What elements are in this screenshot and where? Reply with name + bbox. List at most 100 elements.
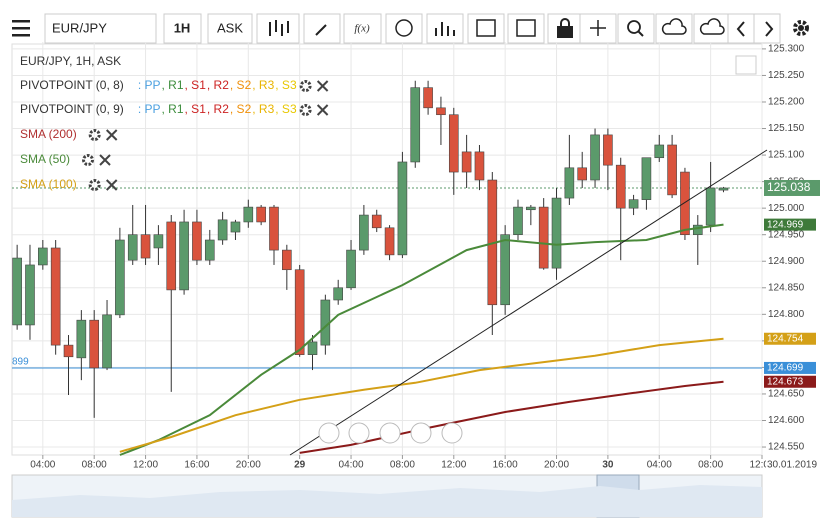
price-label: 125.038	[767, 180, 811, 194]
menu-button[interactable]	[12, 20, 30, 37]
price-label-bg	[764, 218, 816, 231]
pivot-label: , R1	[162, 78, 184, 92]
pivot-label: , R1	[162, 102, 184, 116]
tool-buttons[interactable]	[256, 13, 781, 44]
candle-body	[63, 344, 74, 358]
candle-body	[12, 257, 22, 326]
price-label: 124.754	[767, 333, 804, 344]
pivot-label: , S1	[185, 102, 207, 116]
gear-icon[interactable]	[299, 104, 312, 116]
symbol-box[interactable]	[44, 13, 157, 44]
close-icon[interactable]	[316, 104, 329, 116]
pivot-label: , S3	[275, 78, 297, 92]
x-tick-label: 04:00	[30, 460, 55, 471]
gear-icon[interactable]	[299, 80, 312, 92]
settings-button[interactable]	[793, 20, 809, 36]
pivot-label: , R2	[207, 78, 229, 92]
price-label: 124.673	[767, 376, 804, 387]
expand-button[interactable]	[735, 55, 757, 75]
indicator-name: PIVOTPOINT (0, 8)	[20, 78, 124, 92]
candle-body	[294, 269, 305, 355]
candle-body	[667, 144, 677, 196]
series-name: SMA (100)	[20, 177, 77, 191]
x-tick-label: 12:00	[133, 460, 158, 471]
candle-body	[564, 167, 575, 199]
series-name: SMA (200)	[20, 127, 77, 141]
candle-body	[448, 114, 459, 173]
candle-body	[217, 219, 228, 241]
pivot-label: , R2	[207, 102, 229, 116]
gear-icon[interactable]	[88, 179, 101, 191]
x-tick-label: 20:00	[544, 460, 569, 471]
date-label-bg	[766, 458, 821, 472]
pivot-label: , S3	[275, 102, 297, 116]
candle-body	[513, 206, 523, 235]
candle-body	[436, 107, 446, 116]
candle-body	[307, 341, 318, 355]
pivot-label: , S2	[230, 78, 252, 92]
y-tick-label: 124.550	[768, 442, 805, 453]
price-label-bg	[764, 361, 816, 374]
candle-body	[89, 319, 99, 369]
y-tick-label: 125.300	[768, 44, 805, 55]
candle-body	[359, 214, 369, 251]
candle-body	[705, 187, 716, 226]
candle-body	[153, 234, 164, 249]
y-tick-label: 124.850	[768, 282, 805, 293]
price-label-bg	[764, 179, 820, 196]
candle-body	[551, 197, 562, 269]
y-tick-label: 124.800	[768, 309, 805, 320]
close-icon[interactable]	[105, 129, 118, 141]
x-tick-label: 30	[602, 460, 614, 471]
pivot-label: , S2	[230, 102, 252, 116]
sma-line	[119, 223, 724, 456]
trend-line	[289, 149, 768, 456]
x-tick-label: 16:00	[184, 460, 209, 471]
candle-body	[603, 134, 613, 166]
candle-body	[680, 171, 690, 235]
candle-body	[333, 287, 343, 301]
candle-body	[590, 134, 600, 181]
price-label: 124.969	[767, 219, 804, 230]
candle-body	[204, 239, 215, 261]
candle-body	[654, 144, 665, 159]
gear-icon[interactable]	[82, 154, 95, 166]
pivot-label: , R3	[252, 102, 274, 116]
close-icon[interactable]	[316, 80, 329, 92]
navigator-area	[12, 485, 762, 517]
series-name: SMA (50)	[20, 152, 70, 166]
candle-body	[371, 214, 382, 229]
price-type-box[interactable]	[207, 13, 253, 44]
gear-icon[interactable]	[88, 129, 101, 141]
price-left-label: 899	[12, 357, 29, 368]
candle-body	[461, 151, 472, 173]
y-tick-label: 124.950	[768, 229, 805, 240]
zoom-controls[interactable]	[318, 422, 463, 444]
candle-body	[526, 206, 536, 211]
symbol: EUR/JPY	[52, 20, 107, 35]
candle-body	[718, 187, 729, 191]
interval-box[interactable]	[163, 13, 202, 44]
candle-body	[192, 221, 202, 261]
y-tick-label: 125.250	[768, 70, 805, 81]
x-tick-label: 04:00	[339, 460, 364, 471]
candle-body	[410, 87, 421, 163]
candle-body	[269, 206, 279, 251]
close-icon[interactable]	[99, 154, 111, 166]
plot	[12, 42, 763, 456]
candle-body	[692, 224, 703, 235]
x-tick-label: 12:00	[441, 460, 466, 471]
tool-icons	[269, 18, 774, 38]
close-icon[interactable]	[105, 179, 118, 191]
candle-body	[256, 206, 266, 223]
price-label-bg	[764, 375, 816, 388]
candle-body	[179, 221, 189, 291]
chart-title: EUR/JPY, 1H, ASK	[20, 54, 121, 68]
x-tick-label: 04:00	[647, 460, 672, 471]
x-tick-label: 29	[294, 460, 306, 471]
date-label: 30.01.2019	[767, 460, 817, 471]
legend: EUR/JPY, 1H, ASK PIVOTPOINT (0, 8): PP, …	[20, 54, 329, 191]
y-tick-label: 125.200	[768, 97, 805, 108]
candle-body	[166, 221, 177, 291]
